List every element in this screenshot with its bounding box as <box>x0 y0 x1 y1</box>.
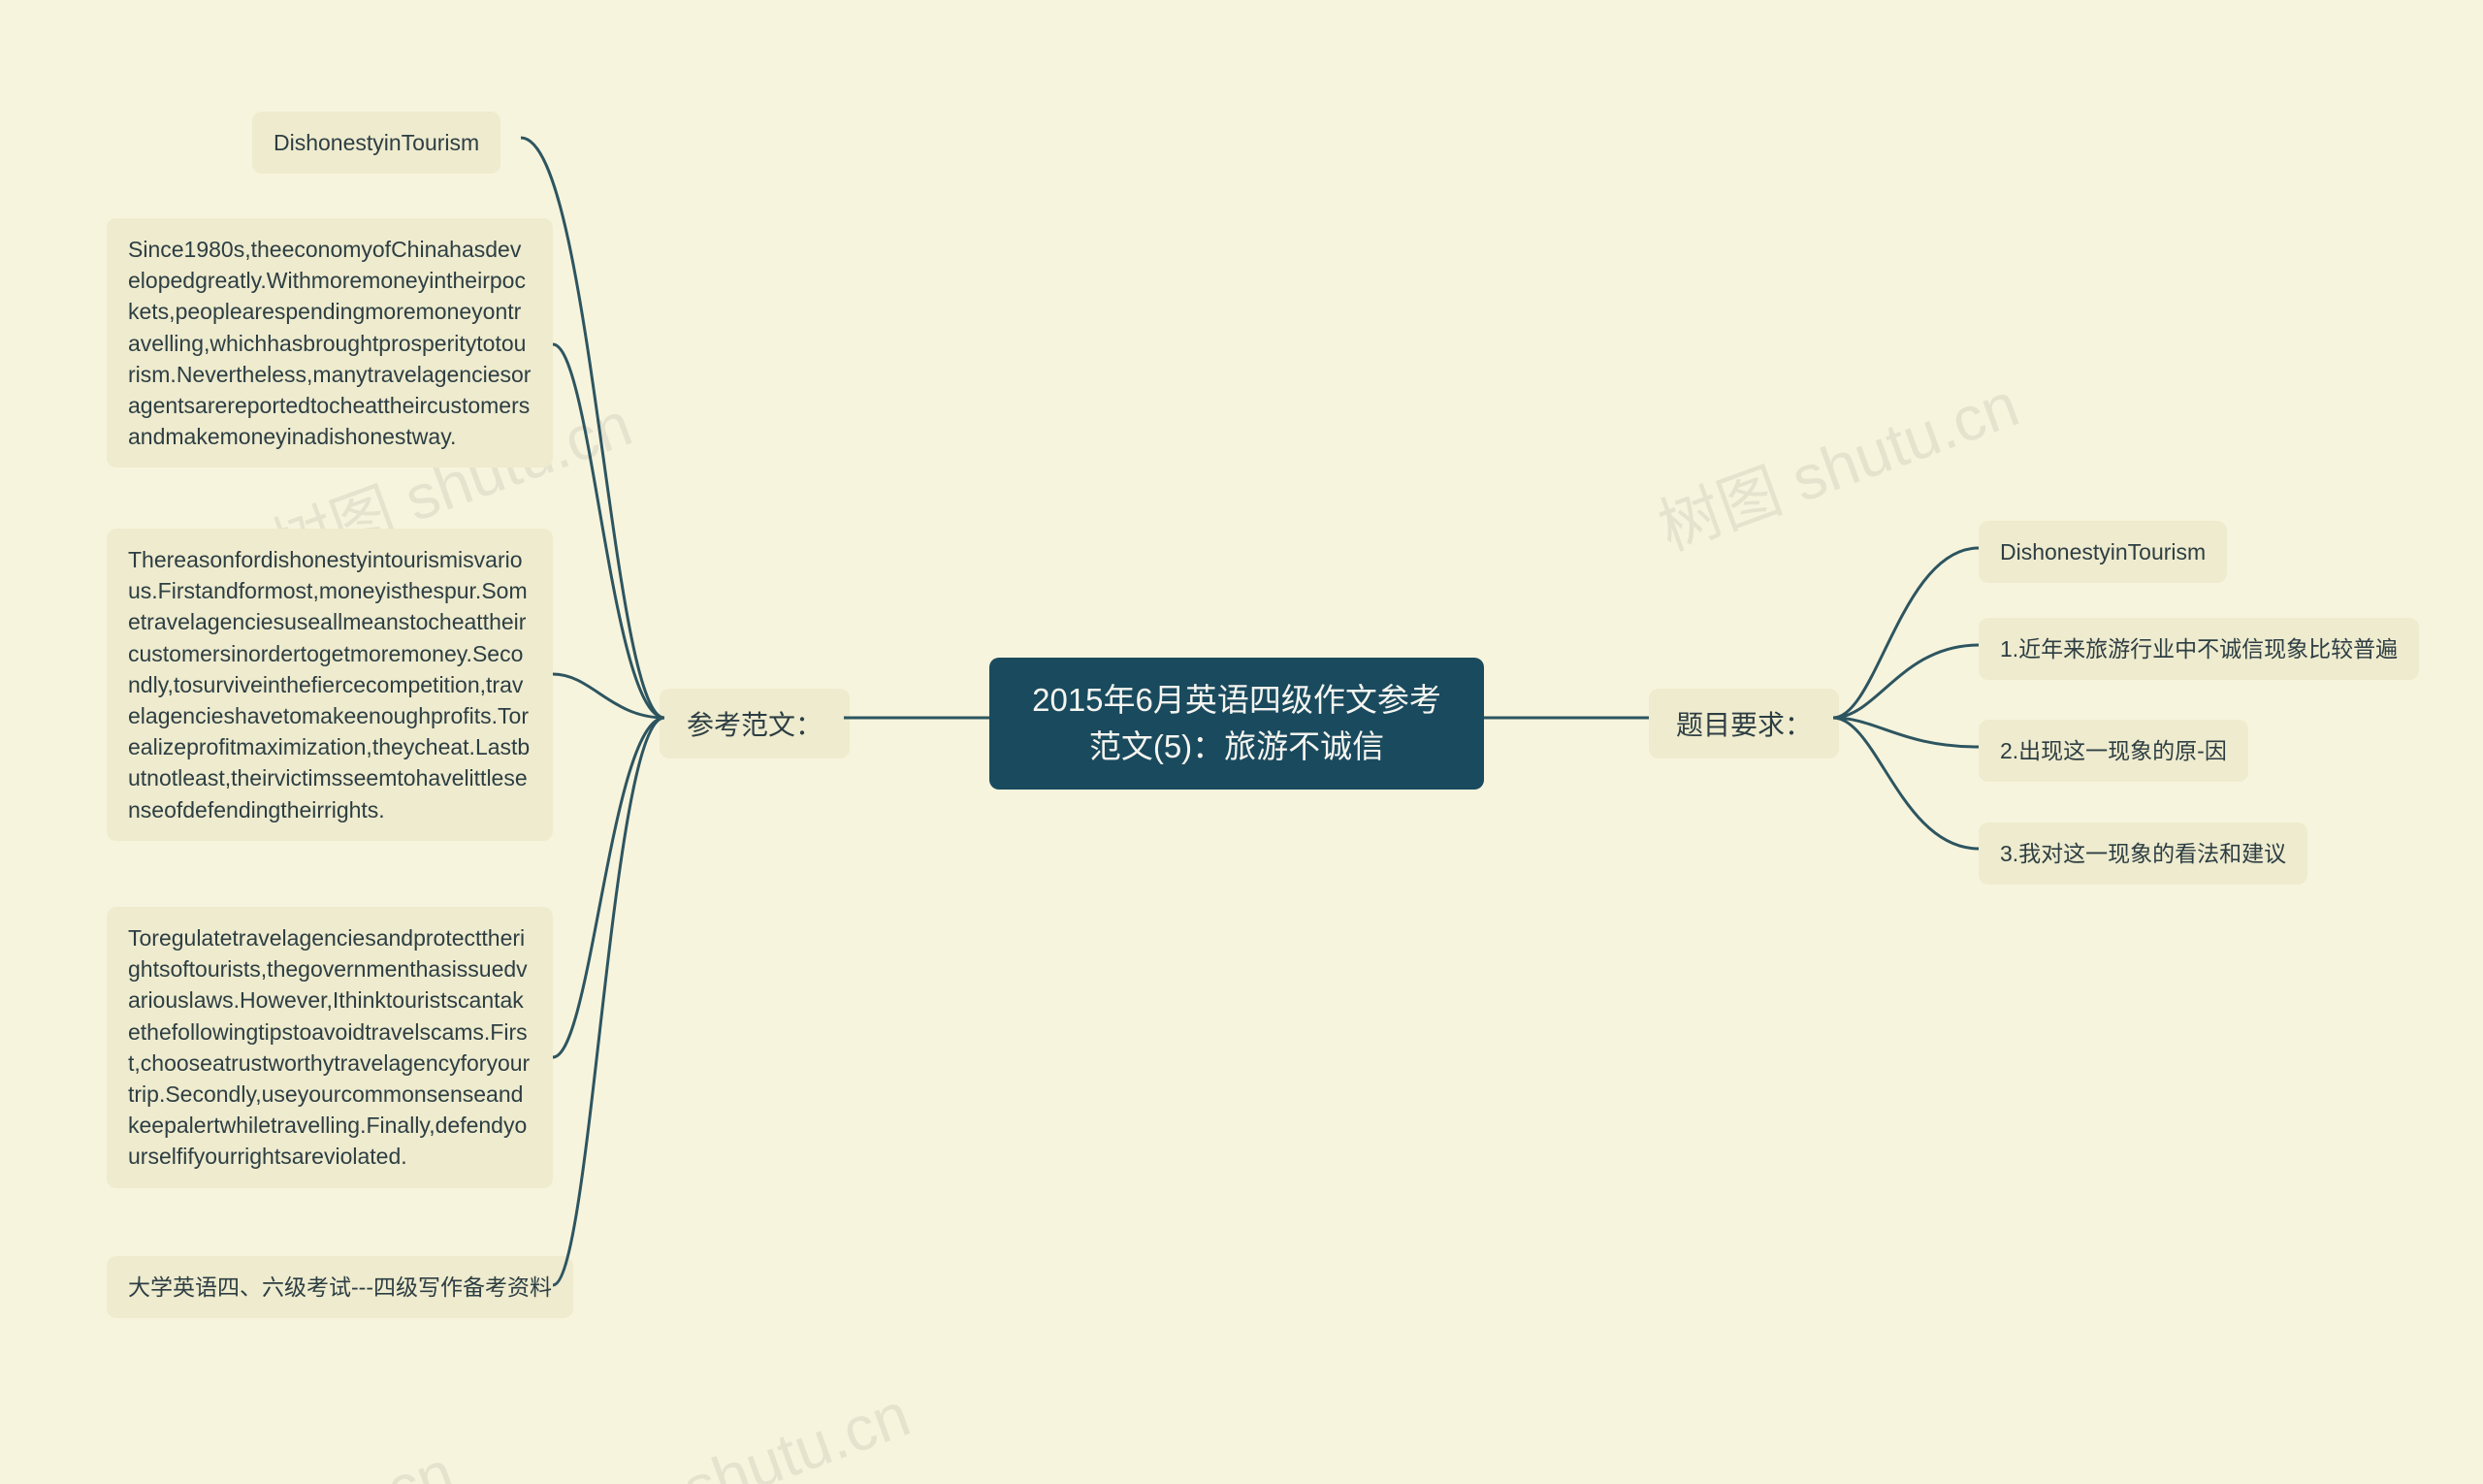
right-leaf-1: DishonestyinTourism <box>1979 521 2227 583</box>
center-node: 2015年6月英语四级作文参考范文(5)：旅游不诚信 <box>989 658 1484 790</box>
left-leaf-1: DishonestyinTourism <box>252 112 500 174</box>
right-leaf-3: 2.出现这一现象的原-因 <box>1979 720 2248 782</box>
right-branch-label: 题目要求： <box>1649 689 1839 758</box>
right-leaf-4: 3.我对这一现象的看法和建议 <box>1979 823 2307 885</box>
conn-center-left <box>844 718 989 720</box>
watermark-3: shutu.cn <box>674 1378 919 1484</box>
conn-center-right <box>1484 718 1649 720</box>
conn-right-branch-leaves <box>1833 524 1979 873</box>
left-leaf-5: 大学英语四、六级考试---四级写作备考资料 <box>107 1256 573 1318</box>
watermark-2: 树图 shutu.cn <box>1645 355 2029 567</box>
conn-left-branch-leaves <box>543 116 669 1300</box>
right-leaf-2: 1.近年来旅游行业中不诚信现象比较普遍 <box>1979 618 2419 680</box>
left-leaf-4: Toregulatetravelagenciesandprotecttherig… <box>107 907 553 1188</box>
left-leaf-3: Thereasonfordishonestyintourismisvarious… <box>107 529 553 841</box>
left-leaf-2: Since1980s,theeconomyofChinahasdeveloped… <box>107 218 553 468</box>
watermark-4: shutu.cn <box>218 1436 464 1484</box>
left-branch-label: 参考范文： <box>660 689 850 758</box>
